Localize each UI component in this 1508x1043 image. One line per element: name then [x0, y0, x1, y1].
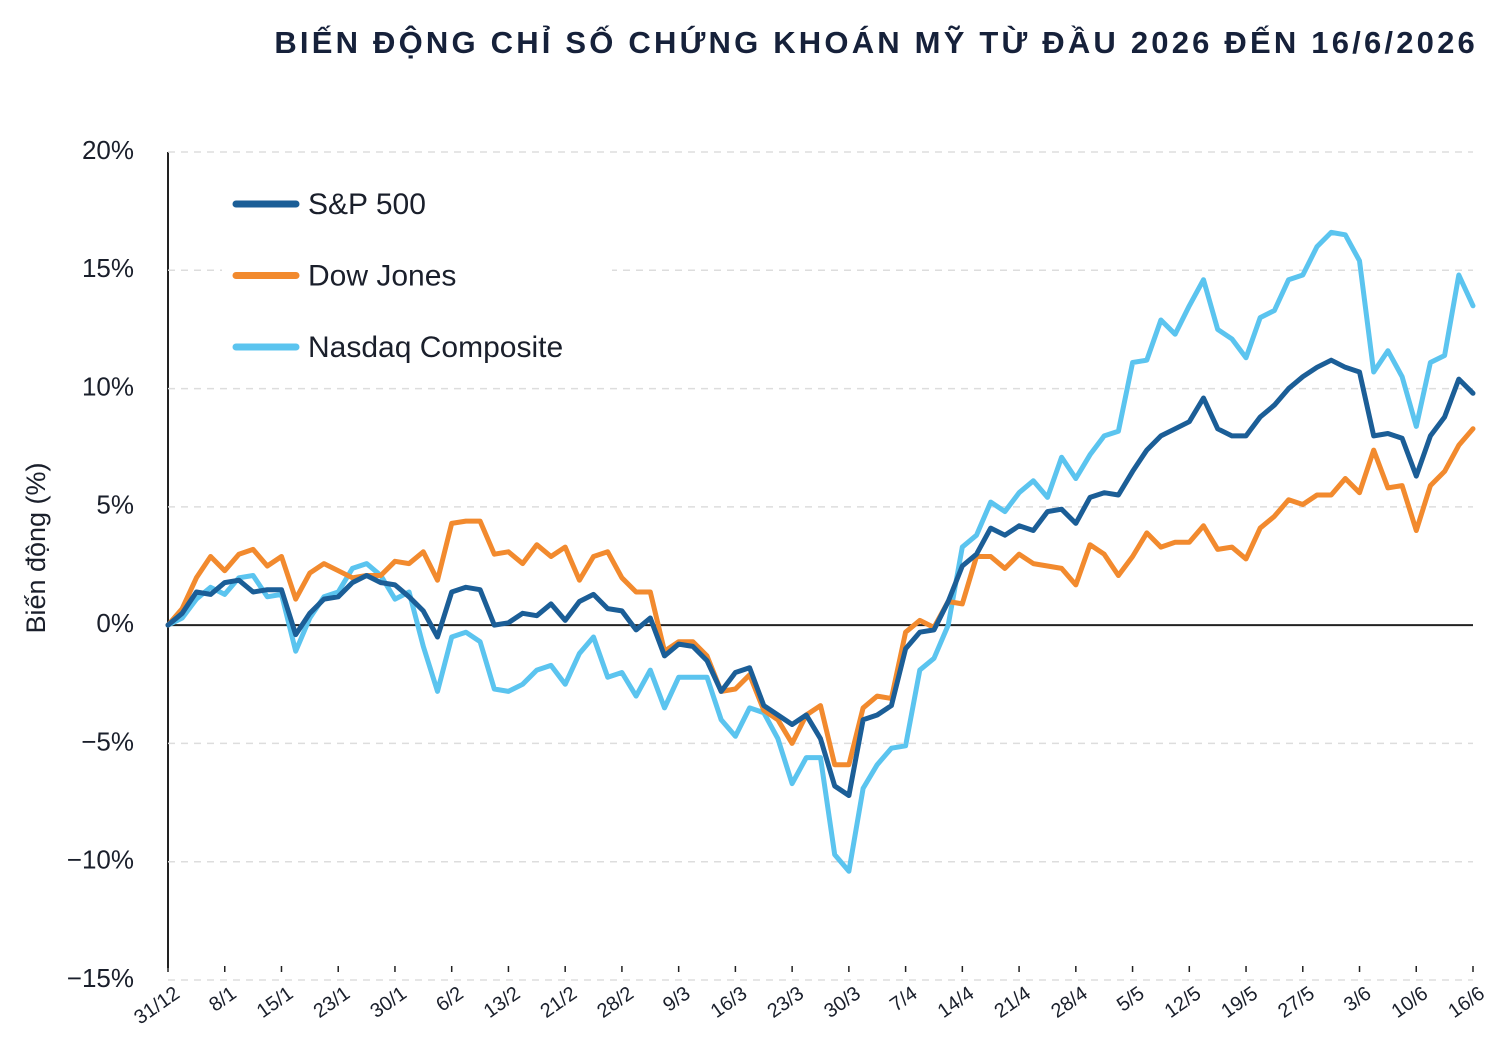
- y-tick-label: −10%: [67, 845, 134, 875]
- legend-label: S&P 500: [308, 188, 426, 221]
- y-tick-label: −15%: [67, 963, 134, 993]
- y-axis-label: Biến động (%): [21, 462, 51, 633]
- x-tick-label: 23/1: [310, 982, 355, 1022]
- x-tick-label: 28/4: [1047, 982, 1092, 1022]
- y-tick-label: 20%: [82, 135, 134, 165]
- legend-label: Nasdaq Composite: [308, 331, 563, 364]
- y-tick-label: 0%: [96, 608, 134, 638]
- x-tick-label: 21/4: [990, 982, 1035, 1022]
- x-tick-label: 15/1: [253, 982, 298, 1022]
- series-line: [165, 357, 1476, 798]
- x-tick-label: 10/6: [1388, 982, 1433, 1022]
- x-tick-label: 6/2: [432, 982, 467, 1016]
- x-tick-label: 14/4: [934, 982, 979, 1022]
- x-tick-label: 16/6: [1444, 982, 1489, 1022]
- x-tick-label: 3/6: [1340, 982, 1375, 1016]
- series-line: [165, 426, 1476, 768]
- legend-label: Dow Jones: [308, 259, 456, 292]
- x-tick-label: 13/2: [480, 982, 525, 1022]
- chart-title: BIẾN ĐỘNG CHỈ SỐ CHỨNG KHOÁN MỸ TỪ ĐẦU 2…: [274, 24, 1478, 60]
- y-tick-label: 15%: [82, 253, 134, 283]
- x-tick-label: 23/3: [764, 982, 809, 1022]
- x-tick-label: 30/3: [820, 982, 865, 1022]
- y-tick-label: −5%: [81, 726, 134, 756]
- x-tick-label: 27/5: [1274, 982, 1319, 1022]
- x-tick-label: 16/3: [707, 982, 752, 1022]
- x-tick-label: 31/12: [130, 982, 184, 1029]
- x-tick-label: 30/1: [366, 982, 411, 1022]
- x-tick-label: 12/5: [1161, 982, 1206, 1022]
- x-tick-label: 8/1: [205, 982, 240, 1016]
- x-tick-label: 28/2: [593, 982, 638, 1022]
- x-tick-label: 7/4: [886, 982, 921, 1016]
- x-tick-label: 5/5: [1113, 982, 1148, 1016]
- x-tick-label: 19/5: [1217, 982, 1262, 1022]
- x-tick-label: 9/3: [659, 982, 694, 1016]
- y-tick-label: 5%: [96, 490, 134, 520]
- y-tick-label: 10%: [82, 371, 134, 401]
- x-tick-label: 21/2: [537, 982, 582, 1022]
